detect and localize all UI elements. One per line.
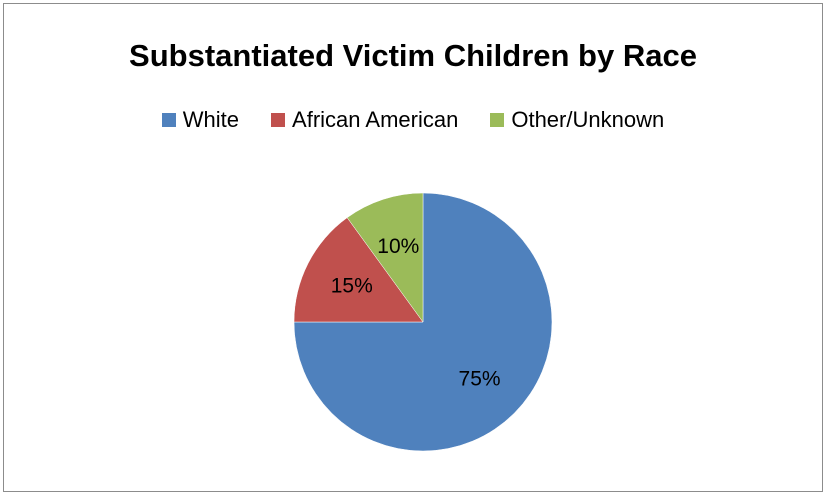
pie-slice-african-american (293, 217, 424, 323)
data-label-other-unknown: 10% (377, 235, 419, 258)
pie-slice-white (293, 192, 553, 452)
legend-swatch-african-american (271, 113, 286, 127)
data-label-african-american: 15% (331, 275, 373, 298)
legend-item-white: White (161, 107, 240, 133)
data-label-white: 75% (459, 368, 501, 391)
legend-item-other-unknown: Other/Unknown (490, 107, 664, 133)
legend-label-african-american: African American (292, 107, 459, 132)
legend-item-african-american: African American (271, 107, 458, 133)
legend-swatch-other-unknown (490, 113, 505, 127)
chart-title: Substantiated Victim Children by Race (129, 38, 697, 73)
pie-plot: 75% 15%10% (293, 192, 553, 452)
legend-swatch-white (161, 113, 176, 127)
chart-area: Substantiated Victim Children by Race Wh… (3, 3, 823, 492)
pie-slice-other-unknown (346, 192, 424, 323)
legend-label-other-unknown: Other/Unknown (511, 107, 665, 132)
legend-label-white: White (182, 107, 240, 132)
chart-legend: White African American Other/Unknown (4, 107, 822, 133)
